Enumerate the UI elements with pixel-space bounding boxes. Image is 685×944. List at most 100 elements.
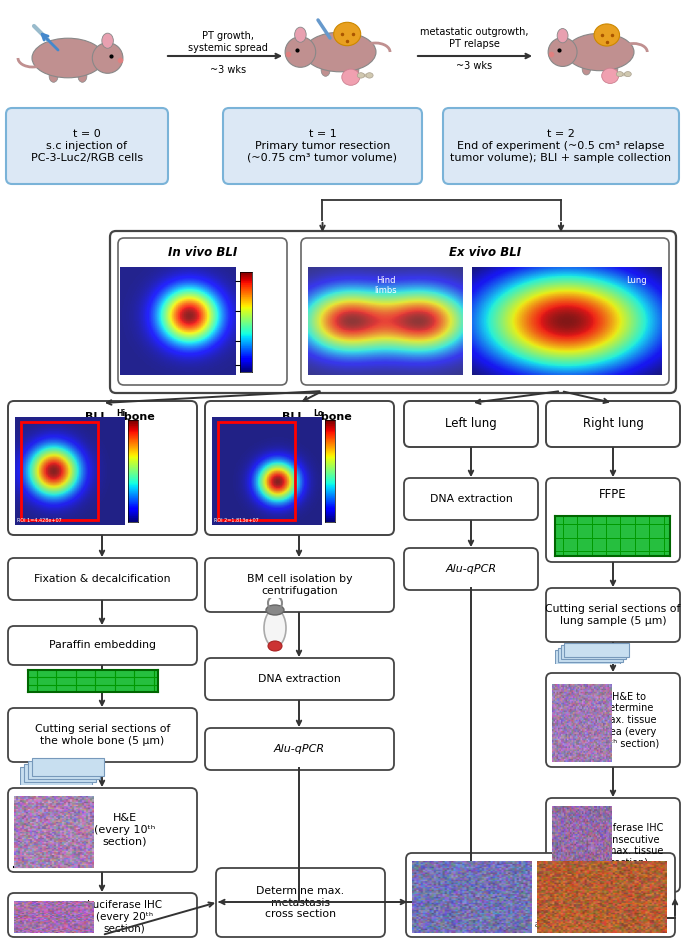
FancyBboxPatch shape bbox=[404, 401, 538, 447]
Bar bbox=[558, 648, 623, 662]
Ellipse shape bbox=[582, 63, 590, 75]
Text: Alu-qPCR: Alu-qPCR bbox=[274, 744, 325, 754]
Text: Ex vivo BLI: Ex vivo BLI bbox=[449, 245, 521, 259]
Text: Lung: Lung bbox=[626, 276, 647, 285]
Text: t = 2
End of experiment (~0.5 cm³ relapse
tumor volume); BLI + sample collection: t = 2 End of experiment (~0.5 cm³ relaps… bbox=[451, 129, 671, 162]
Text: Fixation & decalcification: Fixation & decalcification bbox=[34, 574, 171, 584]
FancyBboxPatch shape bbox=[205, 658, 394, 700]
FancyBboxPatch shape bbox=[301, 238, 669, 385]
Bar bbox=[32, 758, 104, 776]
Bar bbox=[218, 422, 295, 519]
Ellipse shape bbox=[566, 33, 634, 71]
Ellipse shape bbox=[616, 72, 623, 76]
FancyBboxPatch shape bbox=[8, 401, 197, 535]
FancyBboxPatch shape bbox=[216, 868, 385, 937]
FancyBboxPatch shape bbox=[404, 548, 538, 590]
Text: ROI 2=1.813e+07: ROI 2=1.813e+07 bbox=[214, 518, 259, 523]
Text: BM cell isolation by
centrifugation: BM cell isolation by centrifugation bbox=[247, 574, 352, 596]
Text: / tissue area quant.: / tissue area quant. bbox=[496, 920, 587, 929]
Ellipse shape bbox=[102, 33, 113, 48]
Text: H&E to
determine
max. tissue
area (every
10ᵗʰ section): H&E to determine max. tissue area (every… bbox=[598, 692, 659, 749]
FancyBboxPatch shape bbox=[8, 626, 197, 665]
Ellipse shape bbox=[321, 63, 330, 76]
FancyBboxPatch shape bbox=[546, 401, 680, 447]
Text: Paraffin embedding: Paraffin embedding bbox=[49, 640, 156, 650]
Ellipse shape bbox=[92, 42, 123, 74]
Text: Alu-qPCR: Alu-qPCR bbox=[445, 564, 497, 574]
FancyBboxPatch shape bbox=[546, 673, 680, 767]
Ellipse shape bbox=[342, 69, 360, 85]
FancyBboxPatch shape bbox=[443, 108, 679, 184]
FancyBboxPatch shape bbox=[205, 728, 394, 770]
Ellipse shape bbox=[268, 641, 282, 651]
Ellipse shape bbox=[49, 70, 58, 82]
Ellipse shape bbox=[358, 73, 364, 78]
Bar bbox=[28, 761, 100, 779]
Ellipse shape bbox=[295, 27, 306, 42]
Text: FFPE: FFPE bbox=[599, 487, 627, 500]
FancyBboxPatch shape bbox=[110, 231, 676, 393]
Text: Metastasis area: Metastasis area bbox=[414, 920, 495, 929]
FancyBboxPatch shape bbox=[8, 893, 197, 937]
Ellipse shape bbox=[610, 63, 618, 75]
Text: Luciferase IHC
(consecutive
to max. tissue
section): Luciferase IHC (consecutive to max. tiss… bbox=[593, 822, 664, 868]
Text: t = 1
Primary tumor resection
(~0.75 cm³ tumor volume): t = 1 Primary tumor resection (~0.75 cm³… bbox=[247, 129, 397, 162]
Text: bone: bone bbox=[318, 412, 352, 422]
Ellipse shape bbox=[264, 609, 286, 647]
Text: Hi: Hi bbox=[116, 409, 125, 417]
Text: metastatic outgrowth,
PT relapse: metastatic outgrowth, PT relapse bbox=[420, 27, 528, 49]
Text: H&E
(every 10ᵗʰ
section): H&E (every 10ᵗʰ section) bbox=[94, 814, 155, 847]
FancyBboxPatch shape bbox=[205, 558, 394, 612]
Text: DNA extraction: DNA extraction bbox=[429, 494, 512, 504]
Ellipse shape bbox=[334, 23, 361, 45]
Text: ~3 wks: ~3 wks bbox=[210, 65, 246, 75]
Text: Hind
limbs: Hind limbs bbox=[374, 276, 397, 295]
Text: Right lung: Right lung bbox=[582, 417, 643, 430]
Ellipse shape bbox=[304, 32, 376, 72]
Text: BLI: BLI bbox=[85, 412, 104, 422]
Ellipse shape bbox=[350, 63, 359, 76]
Text: t = 0
s.c injection of
PC-3-Luc2/RGB cells: t = 0 s.c injection of PC-3-Luc2/RGB cel… bbox=[31, 129, 143, 162]
FancyBboxPatch shape bbox=[118, 238, 287, 385]
Text: In vivo BLI: In vivo BLI bbox=[168, 245, 237, 259]
Text: Luciferase IHC
(every 20ᵗʰ
section): Luciferase IHC (every 20ᵗʰ section) bbox=[87, 901, 162, 934]
Text: Lo: Lo bbox=[314, 409, 324, 417]
FancyBboxPatch shape bbox=[8, 788, 197, 872]
FancyBboxPatch shape bbox=[8, 708, 197, 762]
Ellipse shape bbox=[557, 28, 568, 42]
FancyBboxPatch shape bbox=[546, 588, 680, 642]
FancyBboxPatch shape bbox=[406, 853, 675, 937]
Bar bbox=[21, 422, 97, 519]
FancyBboxPatch shape bbox=[6, 108, 168, 184]
Ellipse shape bbox=[285, 37, 316, 67]
Ellipse shape bbox=[601, 68, 619, 83]
Text: Left lung: Left lung bbox=[445, 417, 497, 430]
Ellipse shape bbox=[366, 73, 373, 78]
Bar bbox=[564, 643, 629, 656]
Text: PT growth,
systemic spread: PT growth, systemic spread bbox=[188, 31, 268, 53]
Ellipse shape bbox=[78, 70, 87, 82]
FancyBboxPatch shape bbox=[546, 798, 680, 892]
Ellipse shape bbox=[625, 72, 632, 76]
Text: Cutting serial sections of
the whole bone (5 μm): Cutting serial sections of the whole bon… bbox=[35, 724, 170, 746]
Ellipse shape bbox=[32, 38, 104, 77]
FancyBboxPatch shape bbox=[404, 478, 538, 520]
Text: ~3 wks: ~3 wks bbox=[456, 61, 492, 71]
Bar bbox=[561, 645, 626, 659]
Bar bbox=[20, 767, 92, 785]
Text: bone: bone bbox=[121, 412, 155, 422]
FancyBboxPatch shape bbox=[546, 478, 680, 562]
Bar bbox=[24, 764, 96, 782]
FancyBboxPatch shape bbox=[223, 108, 422, 184]
FancyBboxPatch shape bbox=[205, 401, 394, 535]
Ellipse shape bbox=[548, 38, 577, 66]
Text: Determine max.
metastasis
cross section: Determine max. metastasis cross section bbox=[256, 885, 345, 919]
FancyBboxPatch shape bbox=[8, 558, 197, 600]
Text: DNA extraction: DNA extraction bbox=[258, 674, 341, 684]
Ellipse shape bbox=[266, 605, 284, 615]
Text: BLI: BLI bbox=[282, 412, 301, 422]
Text: Cutting serial sections of
lung sample (5 μm): Cutting serial sections of lung sample (… bbox=[545, 604, 681, 626]
Bar bbox=[555, 650, 620, 664]
Text: ROI 1=4.428e+07: ROI 1=4.428e+07 bbox=[17, 518, 62, 523]
Ellipse shape bbox=[594, 24, 619, 46]
